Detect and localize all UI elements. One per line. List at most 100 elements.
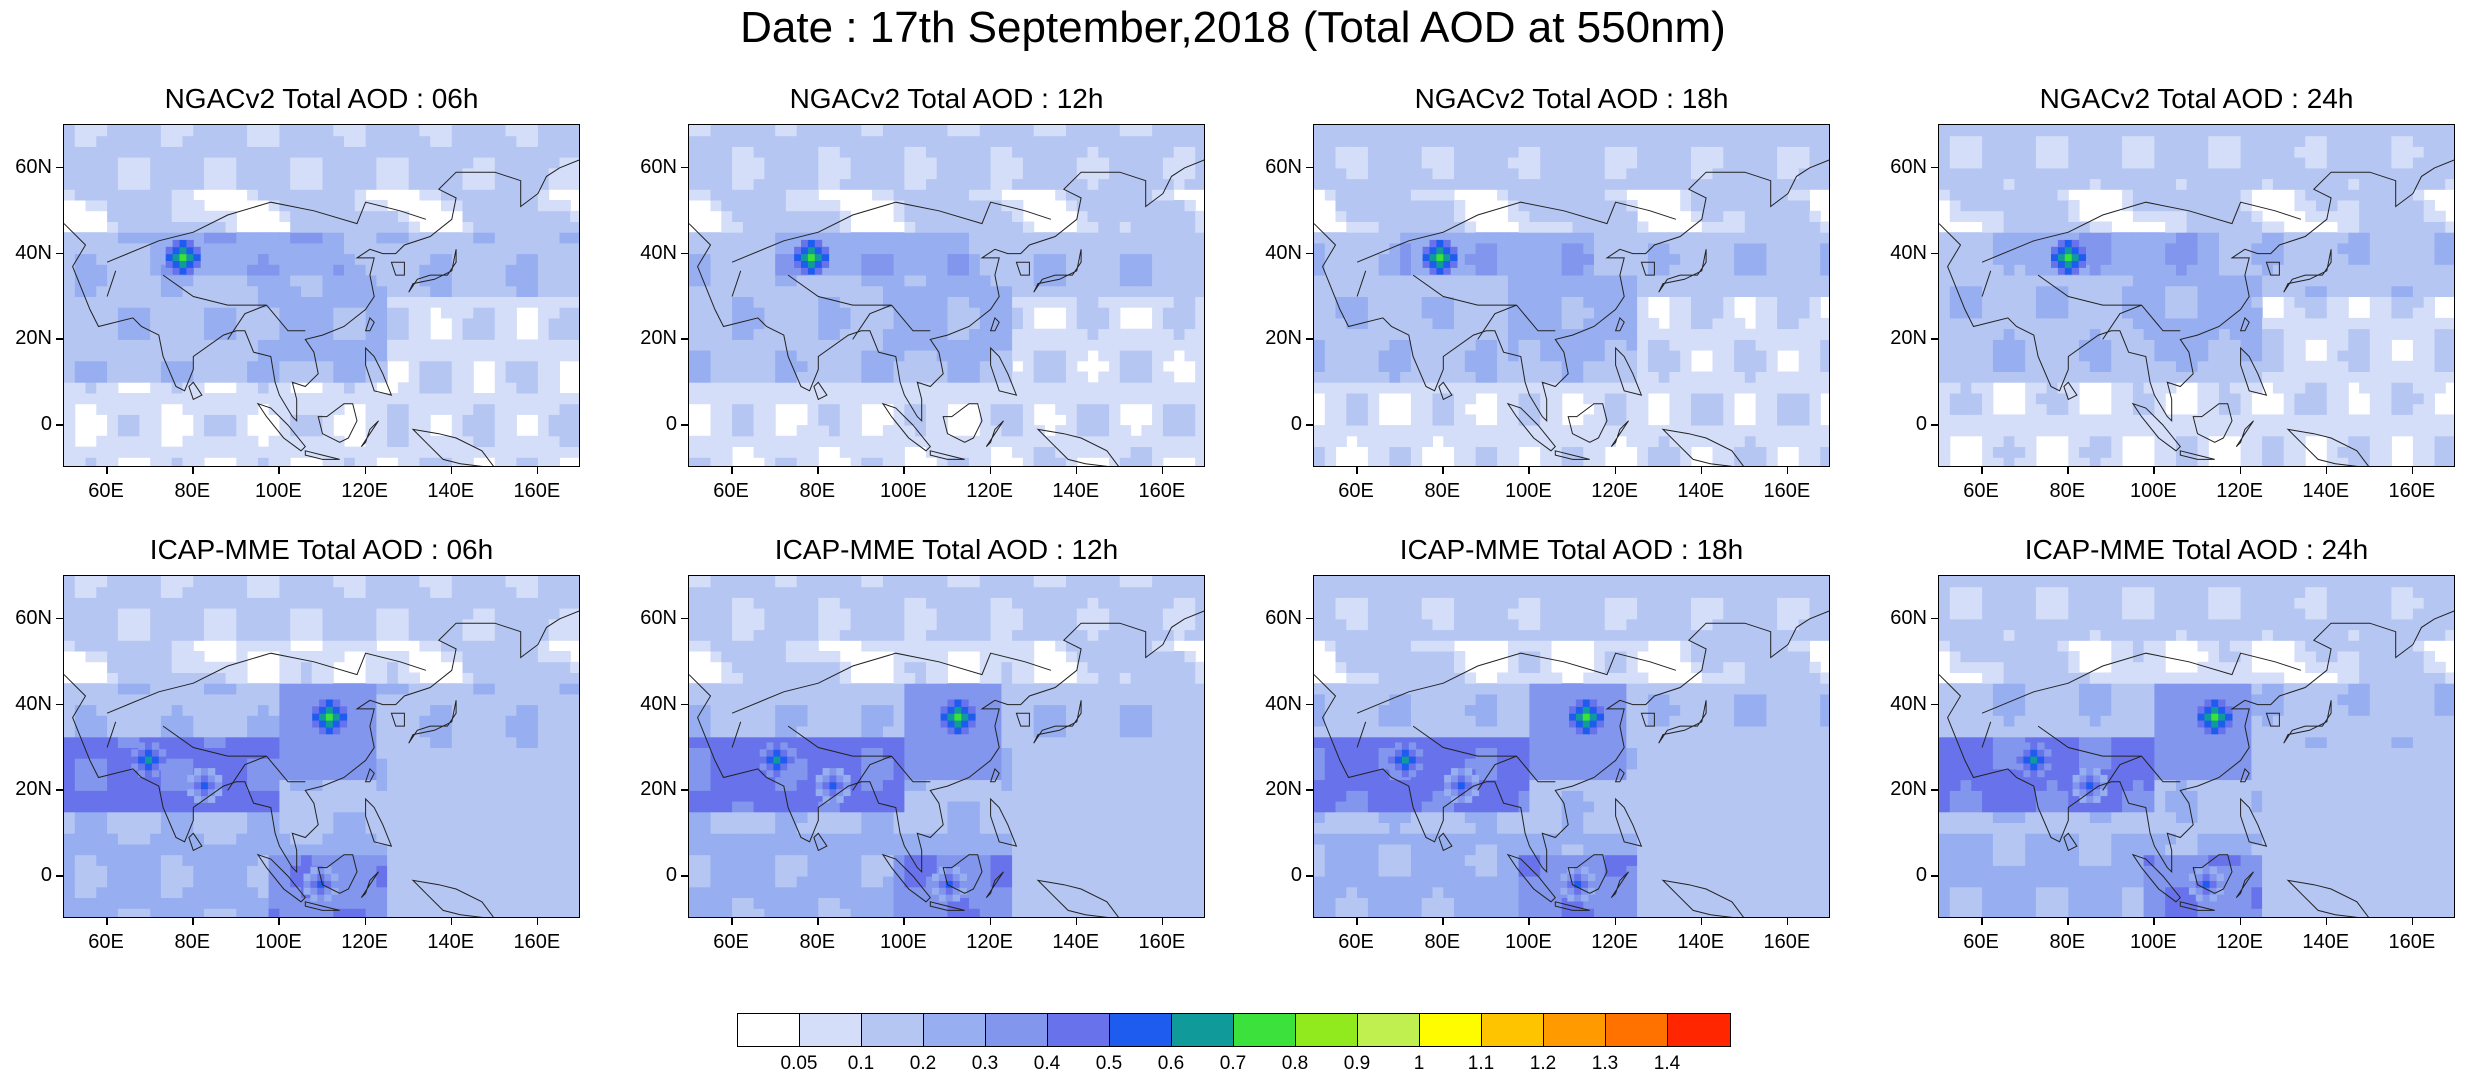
aod-hotspot bbox=[1581, 874, 1588, 881]
lon-tick-label: 80E bbox=[162, 480, 222, 502]
lon-tick-mark bbox=[2240, 918, 2242, 925]
aod-hotspot bbox=[326, 706, 333, 713]
lon-tick-label: 120E bbox=[960, 931, 1020, 953]
aod-hotspot bbox=[317, 894, 324, 901]
aod-hotspot bbox=[953, 880, 960, 887]
lon-tick-label: 80E bbox=[2037, 480, 2097, 502]
aod-hotspot bbox=[1567, 894, 1574, 901]
aod-hotspot bbox=[194, 768, 201, 775]
aod-hotspot bbox=[152, 763, 159, 770]
aod-hotspot bbox=[2198, 713, 2205, 720]
aod-hotspot bbox=[166, 247, 173, 254]
aod-hotspot bbox=[2080, 775, 2087, 782]
aod-hotspot bbox=[2037, 756, 2044, 763]
aod-hotspot bbox=[312, 706, 319, 713]
aod-hotspot bbox=[1388, 749, 1395, 756]
lat-tick-label: 60N bbox=[625, 607, 677, 629]
lat-tick-label: 60N bbox=[1875, 607, 1927, 629]
colorbar-box bbox=[862, 1014, 924, 1046]
lon-tick-label: 140E bbox=[1046, 931, 1106, 953]
aod-hotspot bbox=[1416, 756, 1423, 763]
lon-tick-label: 140E bbox=[421, 480, 481, 502]
aod-hotspot bbox=[310, 894, 317, 901]
aod-hotspot bbox=[787, 749, 794, 756]
aod-hotspot bbox=[1423, 261, 1430, 268]
aod-hotspot bbox=[331, 880, 338, 887]
aod-hotspot bbox=[1402, 763, 1409, 770]
aod-hotspot bbox=[215, 775, 222, 782]
lat-tick-label: 60N bbox=[0, 607, 52, 629]
lat-tick-label: 20N bbox=[1875, 778, 1927, 800]
lat-tick-label: 20N bbox=[1875, 327, 1927, 349]
lon-tick-mark bbox=[2326, 918, 2328, 925]
aod-hotspot bbox=[836, 775, 843, 782]
aod-hotspot bbox=[1430, 261, 1437, 268]
aod-hotspot bbox=[194, 782, 201, 789]
colorbar-label: 0.1 bbox=[831, 1054, 891, 1074]
aod-hotspot bbox=[201, 775, 208, 782]
lon-tick-mark bbox=[1356, 918, 1358, 925]
aod-hotspot bbox=[2037, 749, 2044, 756]
aod-hotspot bbox=[961, 700, 968, 707]
aod-hotspot bbox=[138, 770, 145, 777]
aod-hotspot bbox=[326, 720, 333, 727]
aod-hotspot bbox=[2210, 880, 2217, 887]
aod-hotspot bbox=[1409, 749, 1416, 756]
aod-hotspot bbox=[1430, 240, 1437, 247]
aod-hotspot bbox=[173, 254, 180, 261]
aod-field bbox=[689, 576, 1205, 918]
lon-tick-mark bbox=[1162, 467, 1164, 474]
colorbar-box bbox=[800, 1014, 862, 1046]
aod-hotspot bbox=[1430, 267, 1437, 274]
aod-field bbox=[64, 125, 580, 467]
lon-tick-label: 140E bbox=[2296, 931, 2356, 953]
aod-hotspot bbox=[145, 742, 152, 749]
aod-hotspot bbox=[823, 789, 830, 796]
aod-hotspot bbox=[208, 775, 215, 782]
aod-hotspot bbox=[948, 720, 955, 727]
aod-hotspot bbox=[319, 713, 326, 720]
lon-tick-mark bbox=[1701, 918, 1703, 925]
aod-hotspot bbox=[816, 775, 823, 782]
aod-hotspot bbox=[1574, 874, 1581, 881]
aod-hotspot bbox=[794, 261, 801, 268]
lon-tick-mark bbox=[1787, 918, 1789, 925]
aod-hotspot bbox=[333, 727, 340, 734]
colorbar-label: 0.3 bbox=[955, 1054, 1015, 1074]
panel-title: NGACv2 Total AOD : 12h bbox=[688, 80, 1205, 118]
aod-hotspot bbox=[131, 749, 138, 756]
lon-tick-mark bbox=[2412, 918, 2414, 925]
aod-hotspot bbox=[2204, 727, 2211, 734]
lon-tick-label: 80E bbox=[162, 931, 222, 953]
aod-hotspot bbox=[1597, 720, 1604, 727]
aod-hotspot bbox=[1567, 887, 1574, 894]
aod-hotspot bbox=[1395, 763, 1402, 770]
aod-hotspot bbox=[2030, 756, 2037, 763]
aod-hotspot bbox=[1409, 742, 1416, 749]
aod-hotspot bbox=[312, 720, 319, 727]
lon-tick-mark bbox=[817, 467, 819, 474]
aod-hotspot bbox=[2211, 706, 2218, 713]
lon-tick-mark bbox=[1442, 467, 1444, 474]
aod-hotspot bbox=[1450, 247, 1457, 254]
aod-hotspot bbox=[1409, 756, 1416, 763]
lon-tick-mark bbox=[1701, 467, 1703, 474]
aod-hotspot bbox=[1451, 782, 1458, 789]
lon-tick-label: 100E bbox=[1498, 480, 1558, 502]
lon-tick-mark bbox=[2326, 467, 2328, 474]
aod-hotspot bbox=[145, 749, 152, 756]
lon-tick-mark bbox=[990, 467, 992, 474]
aod-hotspot bbox=[2196, 874, 2203, 881]
lat-tick-label: 40N bbox=[0, 242, 52, 264]
map-frame bbox=[1313, 124, 1830, 467]
aod-hotspot bbox=[340, 713, 347, 720]
lat-tick-mark bbox=[56, 789, 63, 791]
aod-hotspot bbox=[2072, 247, 2079, 254]
aod-hotspot bbox=[836, 796, 843, 803]
aod-hotspot bbox=[1569, 713, 1576, 720]
aod-hotspot bbox=[186, 267, 193, 274]
aod-hotspot bbox=[2037, 742, 2044, 749]
lon-tick-label: 60E bbox=[76, 480, 136, 502]
lat-tick-mark bbox=[681, 253, 688, 255]
lon-tick-mark bbox=[990, 918, 992, 925]
